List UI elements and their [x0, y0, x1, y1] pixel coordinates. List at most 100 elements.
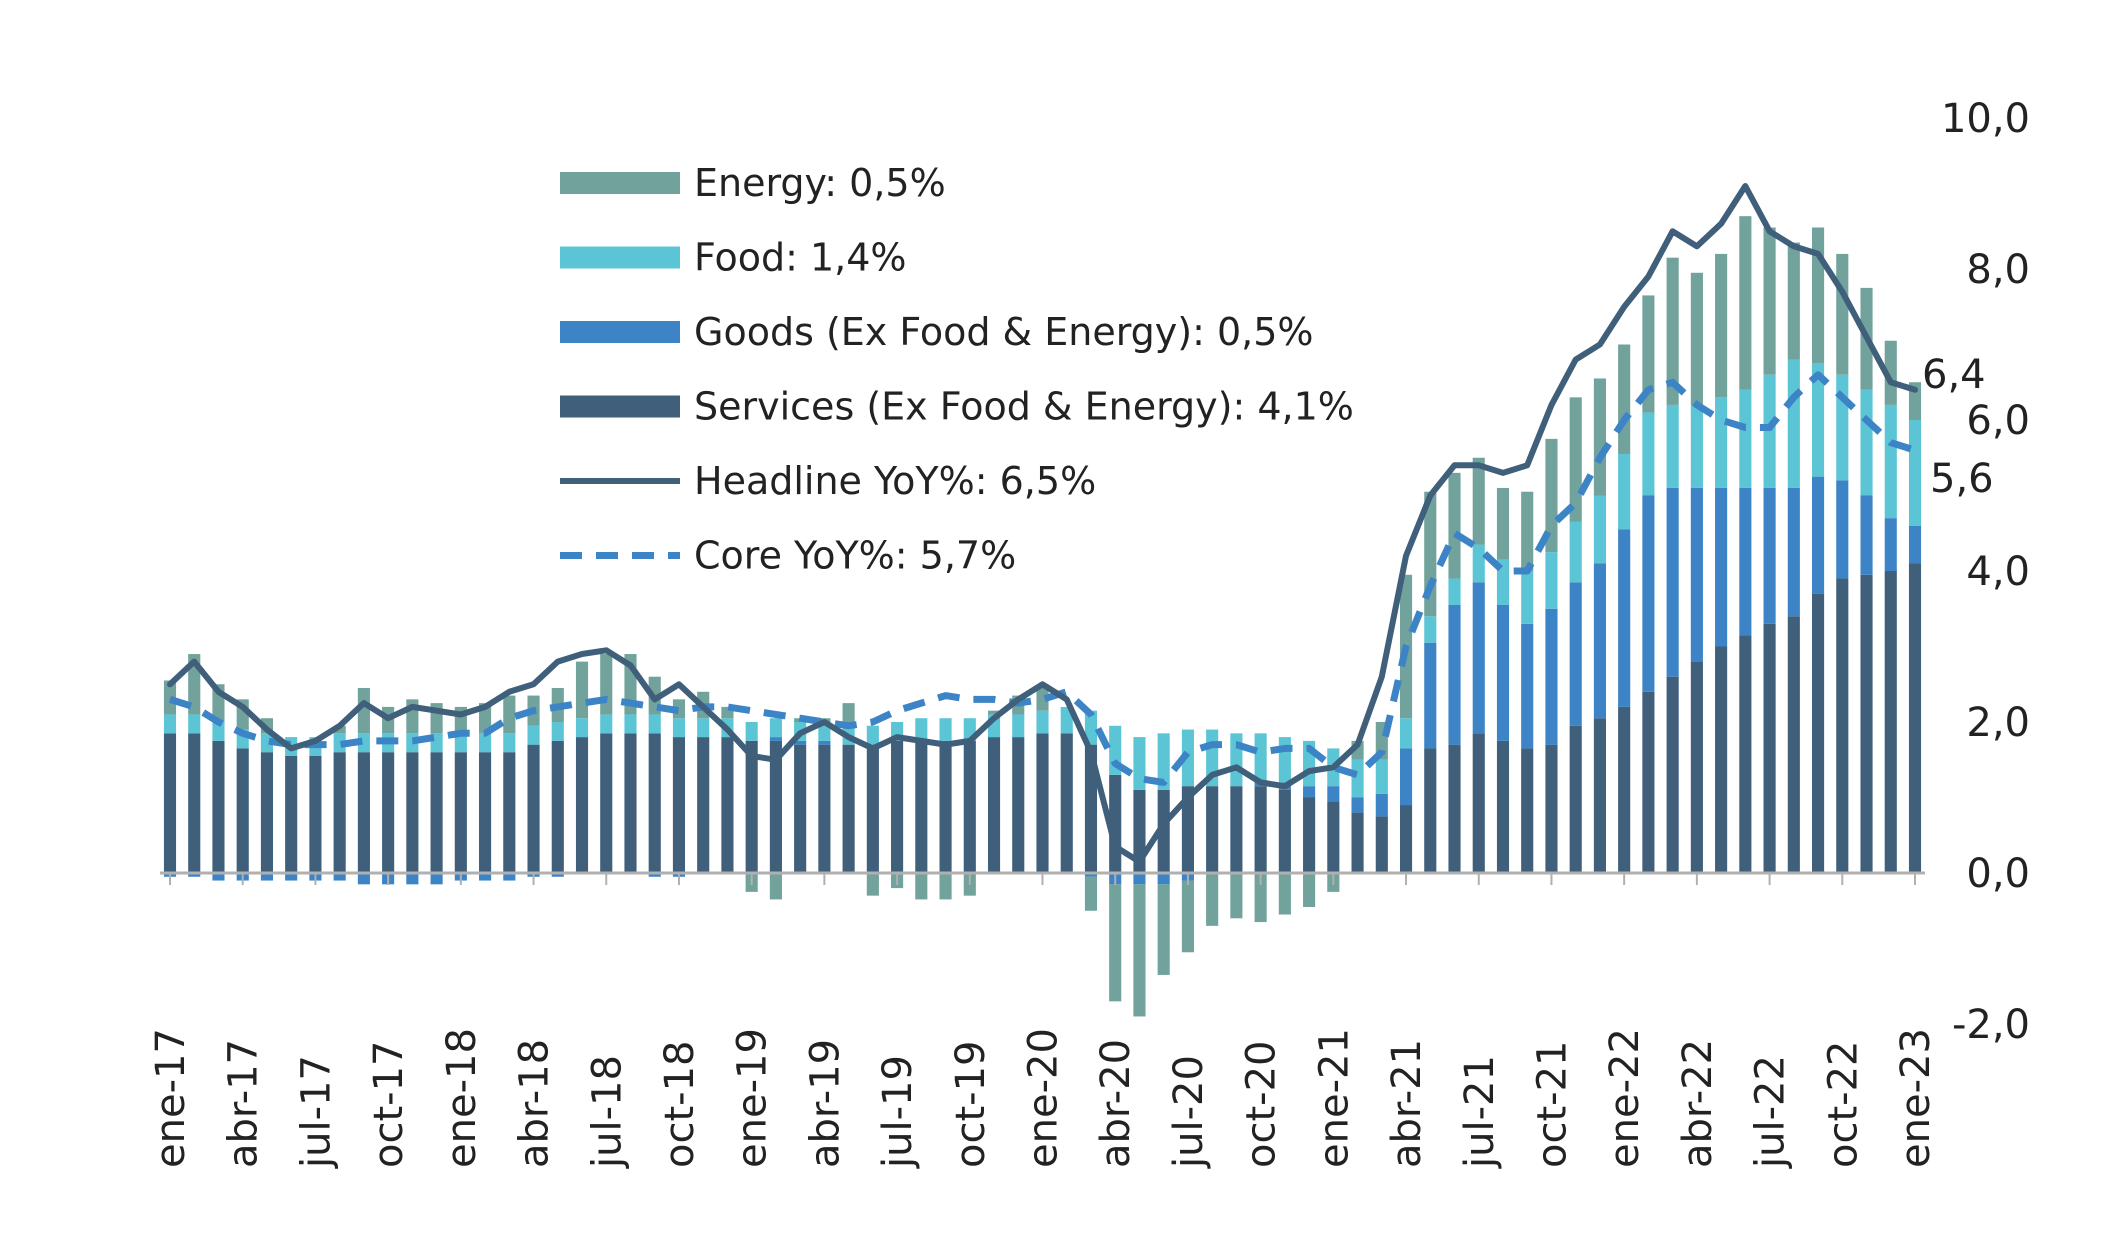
bar-services-jul-22: [1763, 623, 1776, 873]
bar-goods-mar-19: [794, 740, 807, 745]
bar-food-jun-20: [1157, 733, 1170, 790]
bar-goods-mar-17: [212, 873, 225, 881]
bar-energy-ago-19: [915, 873, 928, 900]
y-tick-label: 10,0: [1941, 96, 2030, 142]
bar-services-ene-17: [163, 733, 177, 873]
bar-services-ago-18: [624, 733, 637, 873]
bar-services-mar-17: [212, 740, 225, 874]
bar-energy-nov-19: [987, 710, 1001, 715]
legend-goods: Goods (Ex Food & Energy): 0,5%: [560, 310, 1314, 354]
bar-energy-jul-21: [1472, 457, 1485, 545]
x-tick-label-ene-23: ene-23: [1893, 1028, 1939, 1168]
bar-energy-oct-22: [1836, 253, 1849, 375]
bar-goods-mar-22: [1666, 487, 1679, 677]
bar-services-mar-22: [1666, 676, 1679, 873]
bar-services-feb-19: [769, 740, 782, 874]
bar-goods-jul-21: [1472, 582, 1485, 734]
bar-services-may-22: [1715, 646, 1728, 873]
bar-energy-mar-22: [1666, 257, 1679, 405]
bar-goods-feb-22: [1642, 495, 1655, 692]
headline-end-label: 6,4: [1922, 352, 1986, 398]
bar-goods-feb-19: [769, 737, 782, 741]
bar-food-jun-18: [575, 718, 589, 738]
lines-layer: [167, 183, 1918, 865]
legend-services: Services (Ex Food & Energy): 4,1%: [560, 385, 1354, 429]
x-tick-label-ene-20: ene-20: [1021, 1028, 1067, 1168]
bar-food-ene-19: [745, 722, 758, 741]
legend-food-swatch: [560, 246, 680, 269]
bar-services-jul-19: [891, 740, 904, 874]
legend: Energy: 0,5% Food: 1,4% Goods (Ex Food & E…: [560, 161, 1354, 578]
bar-services-dic-20: [1303, 797, 1316, 873]
bar-energy-ene-20: [1036, 684, 1049, 711]
bar-food-nov-22: [1860, 389, 1873, 496]
legend-headline: Headline YoY%: 6,5%: [560, 459, 1096, 503]
bar-energy-oct-20: [1254, 873, 1267, 923]
bar-goods-nov-17: [406, 873, 419, 885]
x-tick-label-jul-19: jul-19: [875, 1055, 921, 1169]
bar-energy-sep-19: [939, 873, 952, 900]
x-tick-label-oct-21: oct-21: [1530, 1041, 1576, 1168]
bar-food-mar-20: [1084, 710, 1098, 745]
x-tick-label-abr-18: abr-18: [512, 1039, 558, 1168]
bar-services-jul-21: [1472, 733, 1485, 873]
bar-services-abr-19: [818, 744, 831, 873]
bar-services-ene-23: [1908, 563, 1922, 873]
bar-food-abr-18: [527, 725, 540, 745]
x-tick-label-oct-22: oct-22: [1820, 1041, 1866, 1168]
x-tick-label-oct-19: oct-19: [948, 1041, 994, 1168]
bar-energy-ene-17: [163, 680, 177, 715]
legend-core: Core YoY%: 5,7%: [560, 534, 1016, 578]
bar-food-may-20: [1133, 737, 1146, 790]
bar-goods-jun-22: [1739, 487, 1752, 636]
bar-food-nov-18: [697, 718, 710, 738]
bar-services-oct-20: [1254, 786, 1267, 873]
bar-energy-ene-22: [1618, 344, 1631, 454]
bar-goods-may-18: [551, 873, 564, 877]
x-tick-label-abr-22: abr-22: [1675, 1039, 1721, 1168]
bar-food-abr-22: [1690, 404, 1703, 488]
bar-energy-may-20: [1133, 884, 1146, 1017]
y-tick-label: 4,0: [1966, 549, 2030, 595]
bar-services-jun-20: [1157, 789, 1170, 873]
bar-goods-sep-18: [648, 873, 661, 877]
bar-services-ene-21: [1327, 801, 1340, 873]
bar-services-ene-22: [1618, 706, 1631, 873]
bar-food-jun-22: [1739, 389, 1752, 488]
bar-energy-may-22: [1715, 253, 1728, 398]
bar-services-abr-17: [236, 748, 249, 873]
bar-goods-feb-21: [1351, 797, 1364, 813]
y-tick-label: 2,0: [1966, 700, 2030, 746]
bar-goods-may-22: [1715, 487, 1728, 647]
bar-energy-sep-17: [357, 688, 370, 734]
bar-services-jul-18: [600, 733, 613, 873]
bar-food-jul-22: [1763, 374, 1776, 488]
core-end-label: 5,6: [1930, 456, 1994, 502]
bar-food-ago-21: [1496, 559, 1510, 605]
bar-energy-jun-21: [1448, 472, 1461, 579]
bar-food-sep-19: [939, 718, 952, 741]
legend-services-swatch: [560, 395, 680, 418]
bar-food-oct-21: [1545, 552, 1558, 609]
line-core: [168, 371, 1917, 786]
bar-food-sep-18: [648, 714, 661, 734]
bar-food-sep-22: [1812, 363, 1825, 477]
bar-goods-jul-22: [1763, 487, 1776, 624]
bar-services-nov-22: [1860, 574, 1873, 873]
bar-food-jul-18: [600, 714, 613, 734]
bar-services-jun-18: [575, 737, 589, 873]
bar-services-oct-22: [1836, 578, 1849, 873]
bar-goods-feb-17: [188, 873, 201, 877]
bar-energy-abr-20: [1109, 884, 1122, 1002]
bar-services-sep-22: [1812, 593, 1825, 873]
bar-energy-may-19: [842, 703, 855, 726]
bar-energy-jun-22: [1739, 216, 1752, 390]
bar-services-dic-22: [1884, 571, 1897, 873]
x-tick-label-ene-17: ene-17: [148, 1028, 194, 1168]
x-tick-label-abr-21: abr-21: [1384, 1039, 1430, 1168]
legend-goods-swatch: [560, 321, 680, 343]
line-headline: [167, 183, 1918, 865]
bar-goods-dic-22: [1884, 518, 1897, 571]
bar-services-dic-19: [1012, 737, 1025, 873]
legend-energy-label: Energy: 0,5%: [694, 161, 946, 205]
